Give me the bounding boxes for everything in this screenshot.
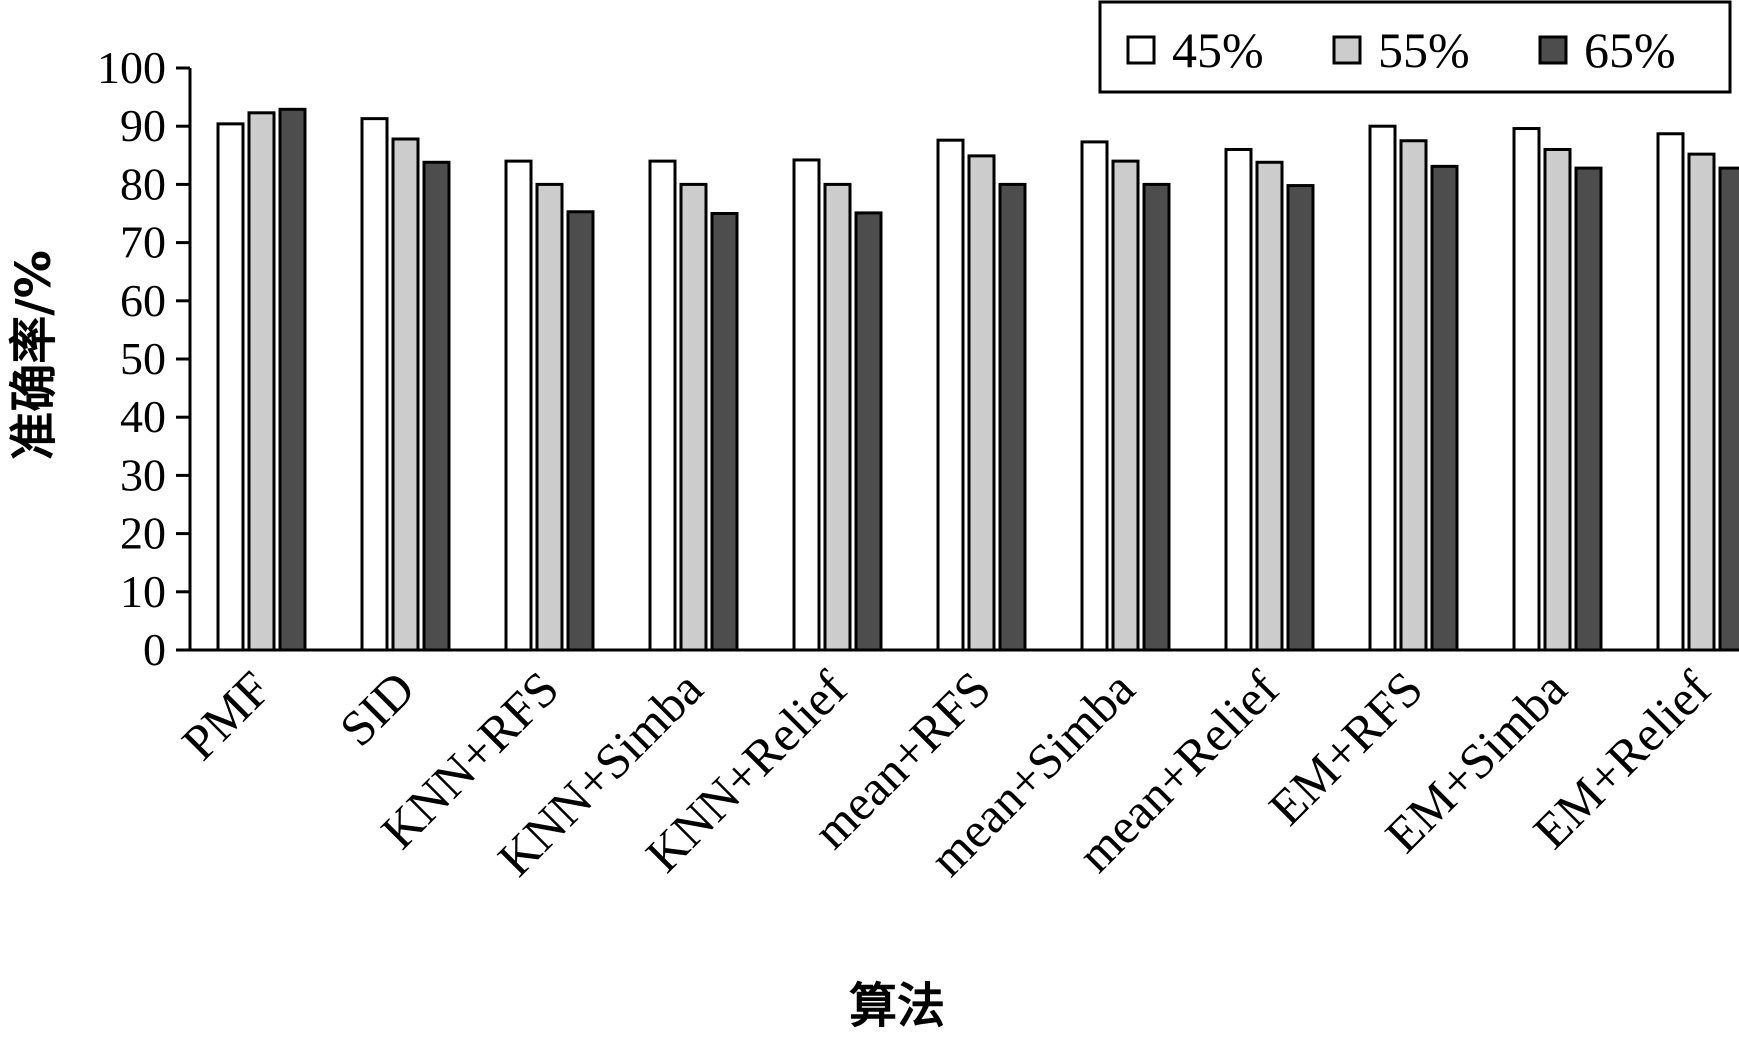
x-tick-label: PMF: [171, 660, 281, 770]
bar-EM+RFS-65%: [1430, 164, 1459, 652]
bar-mean+Simba-65%: [1142, 182, 1171, 652]
legend-swatch-65%: [1538, 35, 1568, 65]
bar-PMF-45%: [216, 122, 245, 652]
y-tick-label: 0: [143, 624, 166, 675]
y-tick-label: 20: [120, 508, 166, 559]
legend-swatch-55%: [1332, 35, 1362, 65]
bar-KNN+RFS-65%: [566, 210, 595, 652]
y-tick-label: 40: [120, 391, 166, 442]
y-axis: 0 10 20 30 40 50 60 70 80 90 100: [97, 42, 192, 675]
legend-frame: [1098, 0, 1732, 94]
bar-EM+Simba-65%: [1574, 166, 1603, 652]
bar-EM+Simba-55%: [1543, 147, 1572, 652]
bar-mean+RFS-45%: [936, 138, 965, 652]
legend-label-45%: 45%: [1172, 22, 1264, 78]
y-tick-label: 60: [120, 275, 166, 326]
legend-label-65%: 65%: [1584, 22, 1676, 78]
bar-PMF-65%: [278, 107, 307, 652]
bar-mean+RFS-65%: [998, 182, 1027, 652]
bar-SID-55%: [391, 137, 420, 652]
bars-group: [216, 107, 1739, 652]
bar-mean+Relief-55%: [1255, 160, 1284, 652]
bar-mean+Relief-65%: [1286, 184, 1315, 652]
bar-EM+RFS-55%: [1399, 139, 1428, 652]
bar-SID-45%: [360, 117, 389, 652]
bar-KNN+Simba-65%: [710, 212, 739, 652]
x-tick-label: SID: [329, 660, 426, 757]
y-tick-label: 100: [97, 42, 166, 93]
bar-mean+Simba-45%: [1080, 140, 1109, 652]
bar-KNN+Relief-55%: [823, 182, 852, 652]
bar-KNN+RFS-55%: [535, 182, 564, 652]
bar-PMF-55%: [247, 111, 276, 652]
x-axis-title: 算法: [849, 978, 945, 1034]
y-tick-label: 80: [120, 158, 166, 209]
bar-mean+Simba-55%: [1111, 159, 1140, 652]
y-tick-label: 90: [120, 100, 166, 151]
y-axis-title: 准确率/%: [6, 250, 62, 460]
legend-label-55%: 55%: [1378, 22, 1470, 78]
y-tick-label: 50: [120, 333, 166, 384]
legend: 45% 55% 65%: [1098, 0, 1732, 94]
bar-KNN+RFS-45%: [504, 159, 533, 652]
bar-EM+Relief-65%: [1718, 166, 1739, 652]
bar-KNN+Simba-55%: [679, 182, 708, 652]
y-tick-label: 10: [120, 566, 166, 617]
y-tick-label: 30: [120, 449, 166, 500]
bar-mean+RFS-55%: [967, 154, 996, 652]
bar-EM+Relief-45%: [1656, 132, 1685, 652]
x-axis: PMF SIDKNN+RFSKNN+SimbaKNN+Reliefmean+RFS…: [171, 648, 1739, 887]
bar-KNN+Relief-65%: [854, 211, 883, 652]
bar-SID-65%: [422, 160, 451, 652]
bar-EM+RFS-45%: [1368, 124, 1397, 652]
bar-KNN+Relief-45%: [792, 158, 821, 652]
bar-EM+Relief-55%: [1687, 152, 1716, 652]
bar-KNN+Simba-45%: [648, 159, 677, 652]
legend-swatch-45%: [1126, 35, 1156, 65]
bar-EM+Simba-45%: [1512, 127, 1541, 652]
y-tick-label: 70: [120, 217, 166, 268]
bar-mean+Relief-45%: [1224, 147, 1253, 652]
